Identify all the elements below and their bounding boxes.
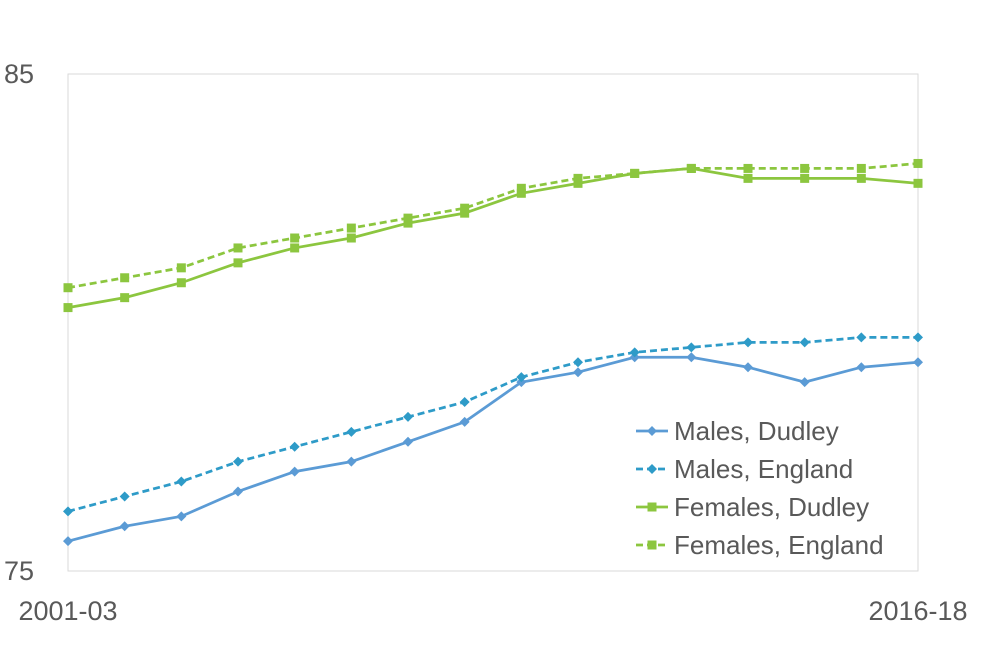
series-females-england <box>63 158 923 293</box>
data-point-males-england <box>799 337 810 348</box>
data-point-females-dudley <box>403 218 413 228</box>
data-point-females-dudley <box>120 293 130 303</box>
data-point-males-england <box>629 347 640 358</box>
legend-item-females-dudley: Females, Dudley <box>636 492 869 522</box>
data-point-females-dudley <box>460 208 470 218</box>
series-line-females-dudley <box>67 167 919 309</box>
data-point-females-england <box>856 163 866 173</box>
data-point-males-dudley <box>743 362 753 373</box>
data-point-males-dudley <box>459 416 470 427</box>
data-point-males-england <box>119 491 130 502</box>
data-point-females-dudley <box>913 178 923 188</box>
data-point-females-dudley <box>573 178 583 188</box>
data-point-females-dudley <box>856 173 866 183</box>
legend-swatch-marker <box>647 502 657 512</box>
series-line-males-england <box>67 336 918 513</box>
data-point-females-england <box>120 273 130 283</box>
legend-swatch-marker <box>647 540 657 550</box>
data-point-females-england <box>573 173 583 183</box>
data-point-females-england <box>516 183 526 193</box>
data-point-females-england <box>460 203 470 213</box>
series-females-dudley <box>63 163 923 313</box>
data-point-males-dudley <box>63 536 73 547</box>
data-point-males-england <box>459 397 470 408</box>
series-males-england <box>63 332 923 517</box>
data-point-males-england <box>176 476 187 487</box>
data-point-females-england <box>290 233 300 243</box>
data-point-males-england <box>573 357 583 368</box>
data-point-females-dudley <box>800 173 810 183</box>
legend-label: Males, Dudley <box>674 416 839 446</box>
series-line-females-england <box>67 162 919 290</box>
x-tick-label-last: 2016-18 <box>868 596 967 626</box>
y-tick-label-top: 85 <box>4 59 34 89</box>
data-point-females-england <box>346 223 356 233</box>
data-point-males-england <box>856 332 867 343</box>
data-point-males-dudley <box>176 511 187 522</box>
data-point-males-dudley <box>856 362 867 373</box>
data-point-males-england <box>233 456 243 467</box>
data-point-males-dudley <box>799 377 810 388</box>
data-point-males-england <box>346 426 357 437</box>
legend-item-females-england: Females, England <box>636 530 884 560</box>
data-point-females-england <box>913 158 923 168</box>
data-point-females-england <box>233 243 243 253</box>
data-point-females-dudley <box>346 233 356 243</box>
data-point-males-england <box>289 441 300 452</box>
legend-label: Females, Dudley <box>674 492 869 522</box>
data-point-males-dudley <box>119 521 130 532</box>
data-point-males-dudley <box>403 436 413 447</box>
legend-swatch-marker <box>647 426 657 436</box>
data-point-males-dudley <box>573 367 583 378</box>
data-point-males-england <box>743 337 753 348</box>
data-point-males-dudley <box>289 466 300 477</box>
data-point-females-england <box>176 263 186 273</box>
data-point-females-england <box>800 163 810 173</box>
series-line-males-dudley <box>67 355 919 543</box>
series-layer <box>63 158 923 547</box>
data-point-males-england <box>913 332 923 343</box>
data-point-females-england <box>403 213 413 223</box>
data-point-males-dudley <box>913 357 923 368</box>
legend-item-males-england: Males, England <box>636 454 853 484</box>
data-point-females-england <box>743 163 753 173</box>
plot-area <box>67 73 919 572</box>
legend-label: Females, England <box>674 530 884 560</box>
x-tick-label-first: 2001-03 <box>18 596 117 626</box>
data-point-females-dudley <box>233 258 243 268</box>
y-tick-label-bottom: 75 <box>4 556 34 586</box>
data-point-males-dudley <box>686 352 697 363</box>
legend: Males, Dudley Males, England Females, Dudl… <box>636 416 884 560</box>
legend-label: Males, England <box>674 454 853 484</box>
data-point-males-england <box>516 372 527 383</box>
data-point-males-england <box>403 411 413 422</box>
data-point-females-england <box>630 168 640 178</box>
legend-swatch-marker <box>647 464 657 474</box>
data-point-females-dudley <box>743 173 753 183</box>
data-point-females-england <box>686 163 696 173</box>
data-point-males-england <box>63 506 73 517</box>
data-point-males-england <box>686 342 697 353</box>
data-point-females-dudley <box>290 243 300 253</box>
legend-item-males-dudley: Males, Dudley <box>636 416 839 446</box>
series-males-dudley <box>63 352 923 547</box>
data-point-females-dudley <box>63 303 73 313</box>
data-point-females-dudley <box>516 188 526 198</box>
data-point-females-england <box>63 283 73 293</box>
data-point-males-dudley <box>233 486 243 497</box>
data-point-males-dudley <box>346 456 357 467</box>
data-point-females-dudley <box>176 278 186 288</box>
